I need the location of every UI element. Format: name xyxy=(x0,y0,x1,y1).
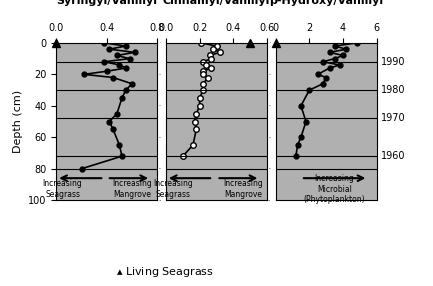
Title: Syringyl/Vanillyl: Syringyl/Vanillyl xyxy=(56,0,157,6)
Text: Increasing
Microbial
(Phytoplankton): Increasing Microbial (Phytoplankton) xyxy=(304,174,365,204)
Text: Increasing
Seagrass: Increasing Seagrass xyxy=(43,180,82,199)
Text: Increasing
Mangrove: Increasing Mangrove xyxy=(223,180,263,199)
Text: 1960: 1960 xyxy=(381,151,406,161)
Text: Increasing
Seagrass: Increasing Seagrass xyxy=(153,180,193,199)
Text: $\blacktriangle$ Living Seagrass: $\blacktriangle$ Living Seagrass xyxy=(116,265,213,279)
Title: p-Hydroxy/Vanillyl: p-Hydroxy/Vanillyl xyxy=(269,0,383,6)
Text: 1990: 1990 xyxy=(381,57,406,67)
Text: 1980: 1980 xyxy=(381,85,406,95)
Y-axis label: Depth (cm): Depth (cm) xyxy=(13,90,23,153)
Title: Cinnamyl/Vanillyl: Cinnamyl/Vanillyl xyxy=(163,0,270,6)
Text: Increasing
Mangrove: Increasing Mangrove xyxy=(112,180,152,199)
Text: 1970: 1970 xyxy=(381,114,406,123)
